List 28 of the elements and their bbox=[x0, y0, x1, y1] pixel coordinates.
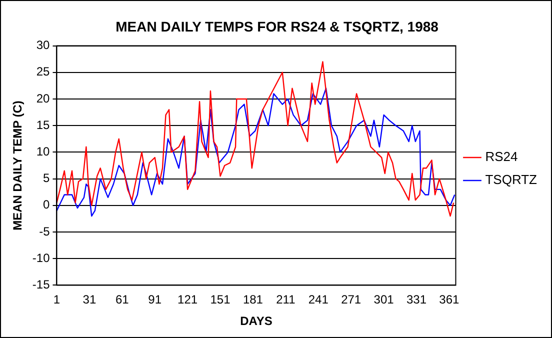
x-tick-label: 211 bbox=[276, 292, 296, 307]
x-tick-label: 361 bbox=[439, 292, 460, 307]
legend-label: TSQRTZ bbox=[485, 172, 538, 188]
x-tick-label: 61 bbox=[115, 292, 130, 307]
y-tick-label: 5 bbox=[43, 171, 50, 186]
x-tick-label: 121 bbox=[178, 292, 198, 307]
x-tick-label: 271 bbox=[341, 292, 362, 307]
y-tick-label: 10 bbox=[36, 144, 50, 159]
x-tick-label: 331 bbox=[406, 292, 427, 307]
x-axis-title: DAYS bbox=[240, 314, 272, 328]
y-tick-label: -10 bbox=[32, 250, 50, 265]
x-tick-label: 1 bbox=[53, 292, 60, 307]
y-axis-title: MEAN DAILY TEMP (C) bbox=[10, 100, 25, 230]
legend-label: RS24 bbox=[485, 149, 518, 164]
x-tick-label: 301 bbox=[374, 292, 394, 307]
x-tick-label: 241 bbox=[308, 292, 329, 307]
x-tick-label: 151 bbox=[210, 292, 231, 307]
x-tick-label: 31 bbox=[82, 292, 96, 307]
y-tick-label: 15 bbox=[36, 118, 50, 132]
x-tick-label: 91 bbox=[148, 292, 162, 307]
x-tick-label: 181 bbox=[242, 292, 264, 307]
y-tick-label: 0 bbox=[43, 198, 50, 212]
y-tick-label: -15 bbox=[32, 278, 50, 292]
chart-title: MEAN DAILY TEMPS FOR RS24 & TSQRTZ, 1988 bbox=[116, 18, 439, 34]
y-tick-label: 30 bbox=[36, 38, 50, 52]
y-tick-label: -5 bbox=[39, 224, 50, 238]
y-tick-label: 20 bbox=[36, 91, 50, 106]
y-tick-label: 25 bbox=[36, 64, 50, 79]
